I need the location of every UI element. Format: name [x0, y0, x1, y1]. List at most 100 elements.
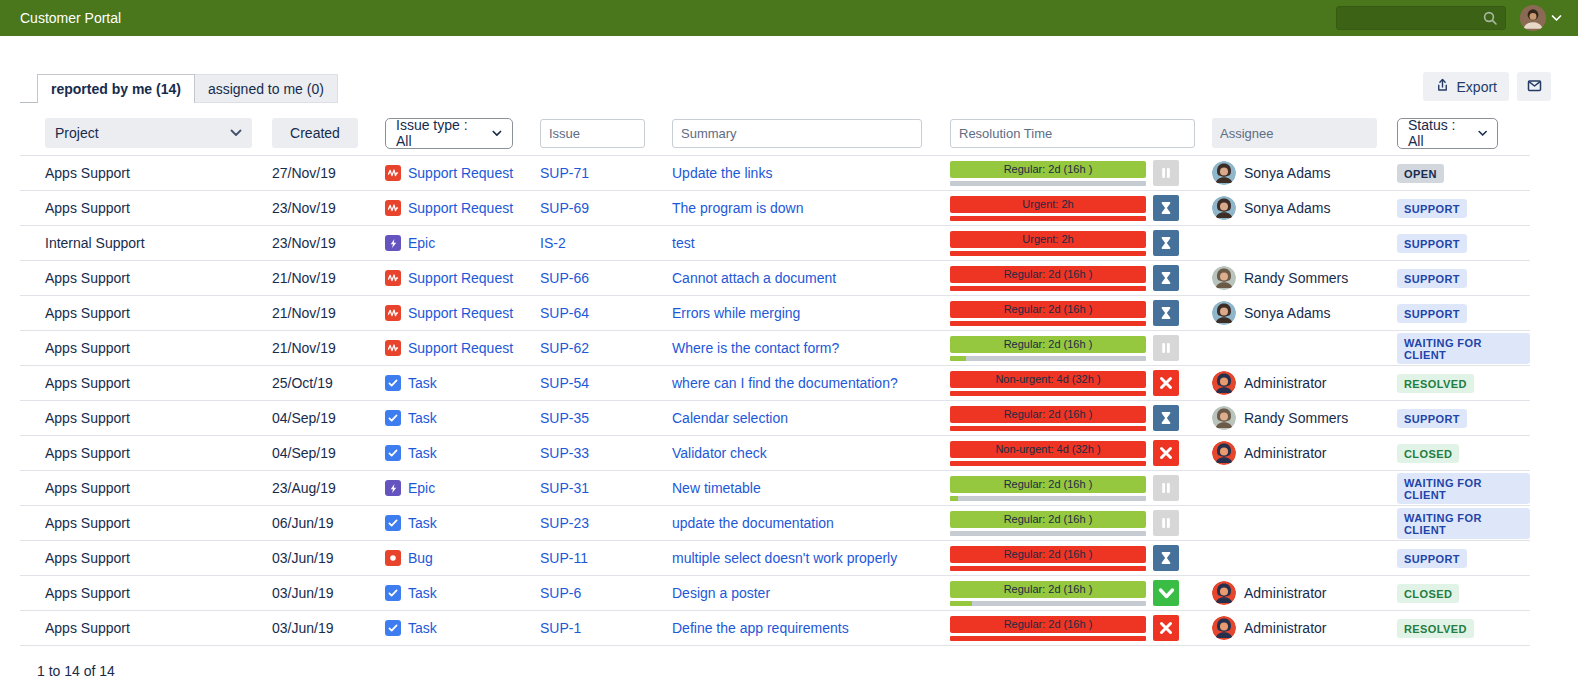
status-filter-select[interactable]: Status : All [1397, 118, 1498, 149]
resolution-time-cell: Regular: 2d (16h ) [950, 615, 1212, 641]
tab-reported-by-me[interactable]: reported by me (14) [37, 74, 195, 103]
issue-type-link[interactable]: Task [408, 445, 437, 461]
issue-type-icon [385, 200, 401, 216]
issue-key-link[interactable]: SUP-1 [540, 620, 581, 636]
summary-link[interactable]: Validator check [672, 445, 767, 461]
assignee-name: Sonya Adams [1244, 165, 1330, 181]
created-cell: 23/Aug/19 [272, 480, 385, 496]
issue-key-link[interactable]: SUP-35 [540, 410, 589, 426]
issue-type-link[interactable]: Task [408, 585, 437, 601]
sla-bar: Regular: 2d (16h ) [950, 546, 1146, 563]
issue-type-link[interactable]: Task [408, 620, 437, 636]
project-cell: Apps Support [20, 585, 272, 601]
issue-type-icon [385, 480, 401, 496]
issue-type-icon [385, 550, 401, 566]
search-input[interactable] [1336, 6, 1506, 30]
sla-status-icon [1153, 300, 1179, 326]
sla-bar: Regular: 2d (16h ) [950, 406, 1146, 423]
summary-link[interactable]: Cannot attach a document [672, 270, 836, 286]
issue-type-link[interactable]: Task [408, 410, 437, 426]
resolution-time-filter-input[interactable] [950, 119, 1195, 148]
assignee-cell: Randy Sommers [1212, 406, 1397, 430]
issue-filter-input[interactable] [540, 119, 645, 148]
summary-link[interactable]: Errors while merging [672, 305, 800, 321]
export-button[interactable]: Export [1423, 72, 1509, 101]
summary-link[interactable]: test [672, 235, 695, 251]
project-cell: Apps Support [20, 375, 272, 391]
summary-link[interactable]: The program is down [672, 200, 804, 216]
issue-key-link[interactable]: SUP-23 [540, 515, 589, 531]
issue-type-link[interactable]: Task [408, 375, 437, 391]
issue-type-link[interactable]: Support Request [408, 340, 513, 356]
project-cell: Apps Support [20, 270, 272, 286]
issue-type-filter-label: Issue type : All [396, 117, 484, 149]
summary-link[interactable]: where can I find the documentation? [672, 375, 898, 391]
project-filter-select[interactable]: Project [45, 118, 252, 148]
sla-bar: Regular: 2d (16h ) [950, 581, 1146, 598]
app-header: Customer Portal [0, 0, 1578, 36]
issue-type-link[interactable]: Epic [408, 235, 435, 251]
issue-type-link[interactable]: Support Request [408, 165, 513, 181]
sla-bar: Non-urgent: 4d (32h ) [950, 441, 1146, 458]
issue-key-link[interactable]: SUP-11 [540, 550, 588, 566]
assignee-cell: Administrator [1212, 581, 1397, 605]
issue-type-link[interactable]: Support Request [408, 200, 513, 216]
sla-progress-bar [950, 566, 1146, 571]
sla-progress-bar [950, 461, 1146, 466]
assignee-filter-input[interactable] [1212, 118, 1377, 148]
table-row: Apps Support 21/Nov/19 Support Request S… [20, 331, 1530, 366]
summary-filter-input[interactable] [672, 119, 922, 148]
chevron-down-icon [492, 130, 502, 137]
issue-key-link[interactable]: IS-2 [540, 235, 566, 251]
assignee-cell: Sonya Adams [1212, 196, 1397, 220]
issue-type-link[interactable]: Epic [408, 480, 435, 496]
assignee-avatar [1212, 161, 1236, 185]
subscribe-button[interactable] [1517, 72, 1551, 101]
issue-key-link[interactable]: SUP-66 [540, 270, 589, 286]
issue-type-link[interactable]: Support Request [408, 270, 513, 286]
assignee-cell: Sonya Adams [1212, 301, 1397, 325]
sla-bar: Regular: 2d (16h ) [950, 266, 1146, 283]
issue-type-link[interactable]: Support Request [408, 305, 513, 321]
resolution-time-cell: Regular: 2d (16h ) [950, 580, 1212, 606]
assignee-name: Sonya Adams [1244, 200, 1330, 216]
summary-link[interactable]: update the documentation [672, 515, 834, 531]
created-column-header[interactable]: Created [272, 118, 358, 148]
issue-key-link[interactable]: SUP-64 [540, 305, 589, 321]
summary-link[interactable]: Update the links [672, 165, 772, 181]
assignee-avatar [1212, 266, 1236, 290]
user-avatar[interactable] [1520, 5, 1546, 31]
project-cell: Apps Support [20, 445, 272, 461]
tab-assigned-to-me[interactable]: assigned to me (0) [195, 74, 338, 103]
issue-key-link[interactable]: SUP-69 [540, 200, 589, 216]
issue-key-link[interactable]: SUP-6 [540, 585, 581, 601]
table-row: Internal Support 23/Nov/19 Epic IS-2 tes… [20, 226, 1530, 261]
summary-link[interactable]: Where is the contact form? [672, 340, 839, 356]
assignee-cell: Randy Sommers [1212, 266, 1397, 290]
envelope-icon [1526, 78, 1543, 96]
user-menu-chevron-icon[interactable] [1551, 14, 1562, 22]
chevron-down-icon [1478, 130, 1487, 137]
issue-key-link[interactable]: SUP-33 [540, 445, 589, 461]
issue-type-link[interactable]: Task [408, 515, 437, 531]
summary-link[interactable]: Calendar selection [672, 410, 788, 426]
created-cell: 06/Jun/19 [272, 515, 385, 531]
export-button-label: Export [1457, 79, 1497, 95]
status-badge: CLOSED [1397, 444, 1459, 463]
summary-link[interactable]: Design a poster [672, 585, 770, 601]
issue-key-link[interactable]: SUP-54 [540, 375, 589, 391]
summary-link[interactable]: multiple select doesn't work properly [672, 550, 897, 566]
created-cell: 21/Nov/19 [272, 340, 385, 356]
issue-key-link[interactable]: SUP-62 [540, 340, 589, 356]
summary-link[interactable]: Define the app requirements [672, 620, 849, 636]
status-filter-label: Status : All [1408, 117, 1470, 149]
project-filter-label: Project [55, 125, 99, 141]
issue-key-link[interactable]: SUP-31 [540, 480, 589, 496]
issue-type-filter-select[interactable]: Issue type : All [385, 118, 513, 149]
summary-link[interactable]: New timetable [672, 480, 761, 496]
sla-bar: Urgent: 2h [950, 231, 1146, 248]
table-row: Apps Support 23/Aug/19 Epic SUP-31 New t… [20, 471, 1530, 506]
issue-type-link[interactable]: Bug [408, 550, 433, 566]
issue-key-link[interactable]: SUP-71 [540, 165, 589, 181]
issue-table: Project Created Issue type : All [20, 117, 1530, 646]
